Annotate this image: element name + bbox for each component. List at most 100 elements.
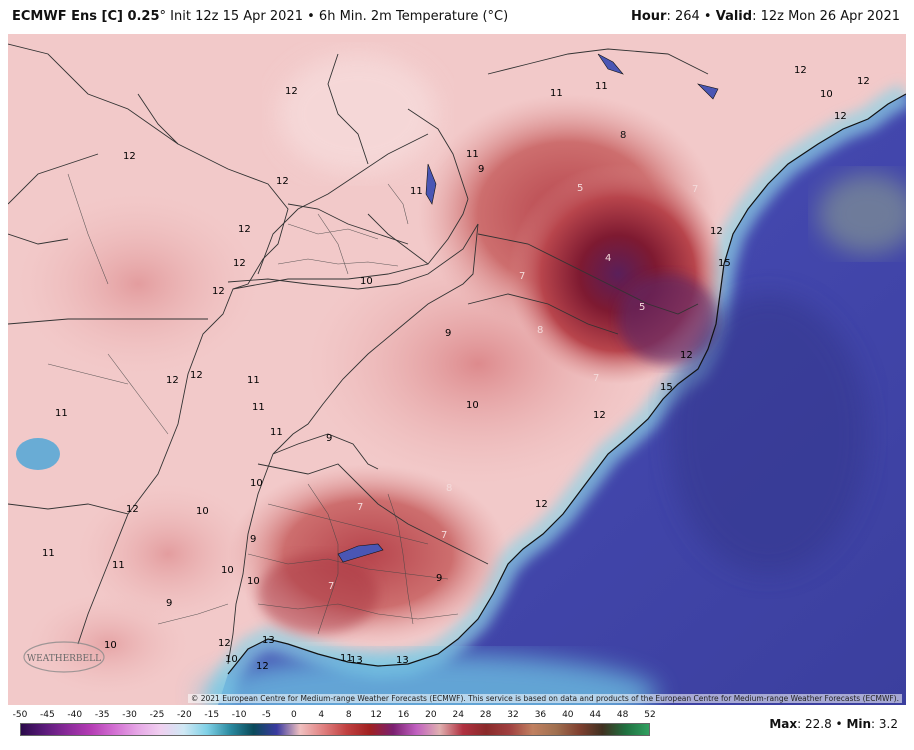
valid-value: : 12z Mon 26 Apr 2021: [752, 9, 900, 24]
temp-label: 10: [221, 565, 234, 576]
temp-label: 10: [820, 89, 833, 100]
borders: [8, 43, 709, 665]
temp-label: 13: [396, 655, 409, 666]
temp-label: 12: [233, 258, 246, 269]
temp-label: 11: [112, 560, 125, 571]
temp-label: 7: [593, 373, 599, 384]
colorbar-tick: -35: [94, 710, 110, 720]
temp-label: 7: [519, 271, 525, 282]
valid-info: Hour: 264 • Valid: 12z Mon 26 Apr 2021: [631, 9, 900, 24]
separator: •: [307, 9, 315, 24]
temp-label: 12: [123, 151, 136, 162]
temp-label: 12: [126, 504, 139, 515]
temp-label: 5: [577, 183, 583, 194]
temp-label: 10: [466, 400, 479, 411]
cold-core-2: [618, 274, 718, 364]
colorbar-tick: 8: [345, 710, 352, 720]
temp-label: 9: [445, 328, 451, 339]
colorbar-legend: -50 -45 -40 -35 -30 -25 -20 -15 -10 -5 0 4 8 12 16 20 24…: [0, 706, 914, 750]
temp-label: 10: [225, 654, 238, 665]
temp-label: 12: [834, 111, 847, 122]
max-value: : 22.8: [797, 717, 832, 731]
max-label: Max: [769, 717, 798, 731]
temp-label: 12: [190, 370, 203, 381]
temp-label: 11: [466, 149, 479, 160]
temp-label: 11: [55, 408, 68, 419]
colorbar-tick: -10: [231, 710, 247, 720]
warm-area-4: [28, 594, 188, 694]
temp-label: 12: [238, 224, 251, 235]
temp-label: 10: [104, 640, 117, 651]
temp-label: 12: [276, 176, 289, 187]
temp-label: 8: [537, 325, 543, 336]
temp-label: 13: [262, 635, 275, 646]
colorbar-tick: 4: [318, 710, 325, 720]
separator: •: [835, 717, 843, 731]
degree-symbol: °: [159, 9, 167, 24]
temp-label: 11: [252, 402, 265, 413]
temp-label: 10: [247, 576, 260, 587]
lagoons: [337, 53, 719, 563]
weatherbell-logo: WEATHERBELL: [22, 639, 106, 675]
temp-label: 9: [250, 534, 256, 545]
colorbar-tick: -40: [67, 710, 83, 720]
colorbar: [20, 723, 650, 736]
temp-label: 9: [166, 598, 172, 609]
temp-label: 12: [794, 65, 807, 76]
colorbar-tick: -45: [40, 710, 55, 720]
cold-area-uruguay-2: [258, 554, 378, 634]
colorbar-tick: 40: [562, 710, 574, 720]
temp-label: 12: [535, 499, 548, 510]
temp-label: 12: [218, 638, 231, 649]
temp-label: 10: [360, 276, 373, 287]
hour-label: Hour: [630, 9, 667, 24]
init-time: Init 12z 15 Apr 2021: [170, 9, 303, 24]
colorbar-tick: 52: [644, 710, 656, 720]
temp-label: 11: [247, 375, 260, 386]
valid-label: Valid: [715, 9, 753, 24]
temperature-map[interactable]: 12 11 11 12 12 12 11 9 8 7 5 4 5 12 15 1…: [8, 34, 906, 705]
temp-label: 11: [550, 88, 563, 99]
temp-label: 12: [680, 350, 693, 361]
min-value: : 3.2: [871, 717, 898, 731]
colorbar-tick: 44: [589, 710, 601, 720]
temp-label: 11: [410, 186, 423, 197]
temp-label: 8: [446, 483, 452, 494]
temp-label: 12: [256, 661, 269, 672]
temp-label: 11: [340, 653, 353, 664]
temp-label: 8: [620, 130, 626, 141]
chart-title: ECMWF Ens [C] 0.25° Init 12z 15 Apr 2021…: [12, 9, 508, 24]
shelf-south: [198, 654, 658, 705]
temp-label: 12: [710, 226, 723, 237]
colorbar-tick: -15: [204, 710, 220, 720]
temp-label: 5: [639, 302, 645, 313]
colorbar-tick: 36: [534, 710, 547, 720]
temp-label: 9: [326, 433, 332, 444]
colorbar-tick: -5: [262, 710, 272, 720]
colorbar-tick: -20: [176, 710, 192, 720]
colorbar-tick: 20: [425, 710, 437, 720]
temp-label: 12: [166, 375, 179, 386]
copyright-notice: © 2021 European Centre for Medium-range …: [187, 694, 902, 703]
temp-label: 15: [660, 382, 673, 393]
field-name: 6h Min. 2m Temperature (°C): [318, 9, 509, 24]
temp-label: 7: [357, 502, 363, 513]
warm-area-1: [18, 194, 258, 374]
map-svg: 12 11 11 12 12 12 11 9 8 7 5 4 5 12 15 1…: [8, 34, 906, 705]
colorbar-tick: 32: [507, 710, 519, 720]
colorbar-tick: -50: [12, 710, 28, 720]
svg-text:WEATHERBELL: WEATHERBELL: [27, 654, 101, 664]
temp-label: 11: [42, 548, 55, 559]
warm-area-3: [78, 484, 258, 624]
colorbar-tick: 28: [479, 710, 492, 720]
temp-label: 10: [250, 478, 263, 489]
min-label: Min: [846, 717, 872, 731]
pale-area: [278, 54, 438, 174]
temperature-labels: 12 11 11 12 12 12 11 9 8 7 5 4 5 12 15 1…: [42, 65, 870, 672]
header: ECMWF Ens [C] 0.25° Init 12z 15 Apr 2021…: [0, 0, 914, 34]
temp-label: 11: [270, 427, 283, 438]
temp-label: 7: [441, 530, 447, 541]
temp-label: 12: [285, 86, 298, 97]
temp-label: 12: [593, 410, 606, 421]
